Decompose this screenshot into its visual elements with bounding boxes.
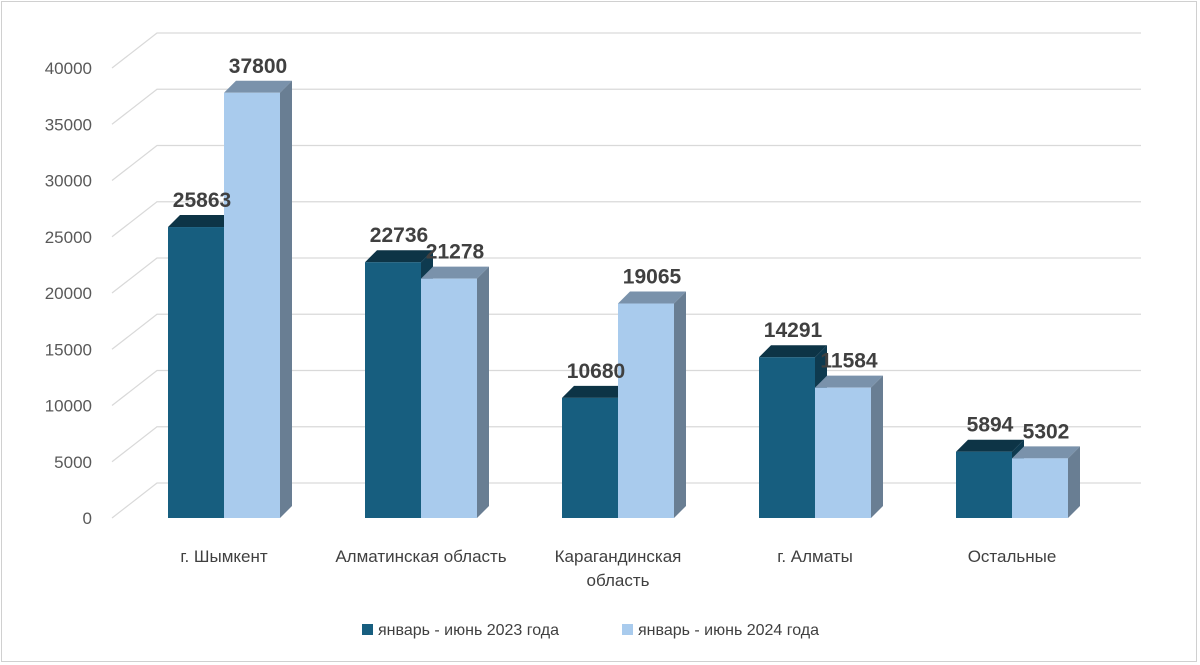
y-tick-label: 35000 [45, 115, 92, 134]
legend-swatch [622, 624, 633, 635]
category-label: Карагандинская область [555, 547, 682, 590]
gridline [111, 88, 1141, 125]
gridline [111, 144, 1141, 181]
y-tick-label: 30000 [45, 172, 92, 191]
data-label: 21278 [426, 241, 485, 264]
category-label: Остальные [968, 547, 1057, 566]
category-label: Алматинская область [335, 547, 506, 566]
y-tick-label: 40000 [45, 59, 92, 78]
y-tick-label: 5000 [54, 453, 92, 472]
y-tick-label: 20000 [45, 284, 92, 303]
gridline [111, 257, 1141, 294]
legend-swatch [362, 624, 373, 635]
bars [168, 80, 1080, 518]
bar [421, 266, 489, 518]
y-tick-label: 10000 [45, 397, 92, 416]
x-axis: г. Шымкент Алматинская область Карагандинс… [180, 547, 1056, 590]
data-label: 5894 [967, 414, 1014, 437]
data-label: 11584 [820, 350, 878, 373]
legend-label: январь - июнь 2024 года [638, 622, 819, 639]
y-axis: 0 5000 10000 15000 20000 25000 30000 35000 40000 [45, 59, 92, 528]
gridline [111, 32, 1141, 69]
bar [815, 375, 883, 518]
gridline [111, 201, 1141, 238]
data-label: 5302 [1023, 420, 1070, 443]
y-tick-label: 15000 [45, 340, 92, 359]
y-tick-label: 25000 [45, 228, 92, 247]
data-label: 14291 [764, 319, 823, 342]
category-label: г. Алматы [777, 547, 853, 566]
data-label: 37800 [229, 55, 287, 78]
gridline [111, 313, 1141, 350]
y-tick-label: 0 [83, 509, 92, 528]
legend-item: январь - июнь 2023 года [362, 622, 559, 639]
legend-label: январь - июнь 2023 года [378, 622, 559, 639]
bar [1012, 446, 1080, 518]
data-label: 10680 [567, 360, 625, 383]
data-label: 19065 [623, 266, 682, 289]
legend: январь - июнь 2023 года январь - июнь 202… [362, 622, 819, 639]
bar [618, 291, 686, 518]
bar [224, 80, 292, 518]
data-label: 25863 [173, 189, 231, 212]
data-label: 22736 [370, 224, 428, 247]
category-label: г. Шымкент [180, 547, 268, 566]
legend-item: январь - июнь 2024 года [622, 622, 819, 639]
